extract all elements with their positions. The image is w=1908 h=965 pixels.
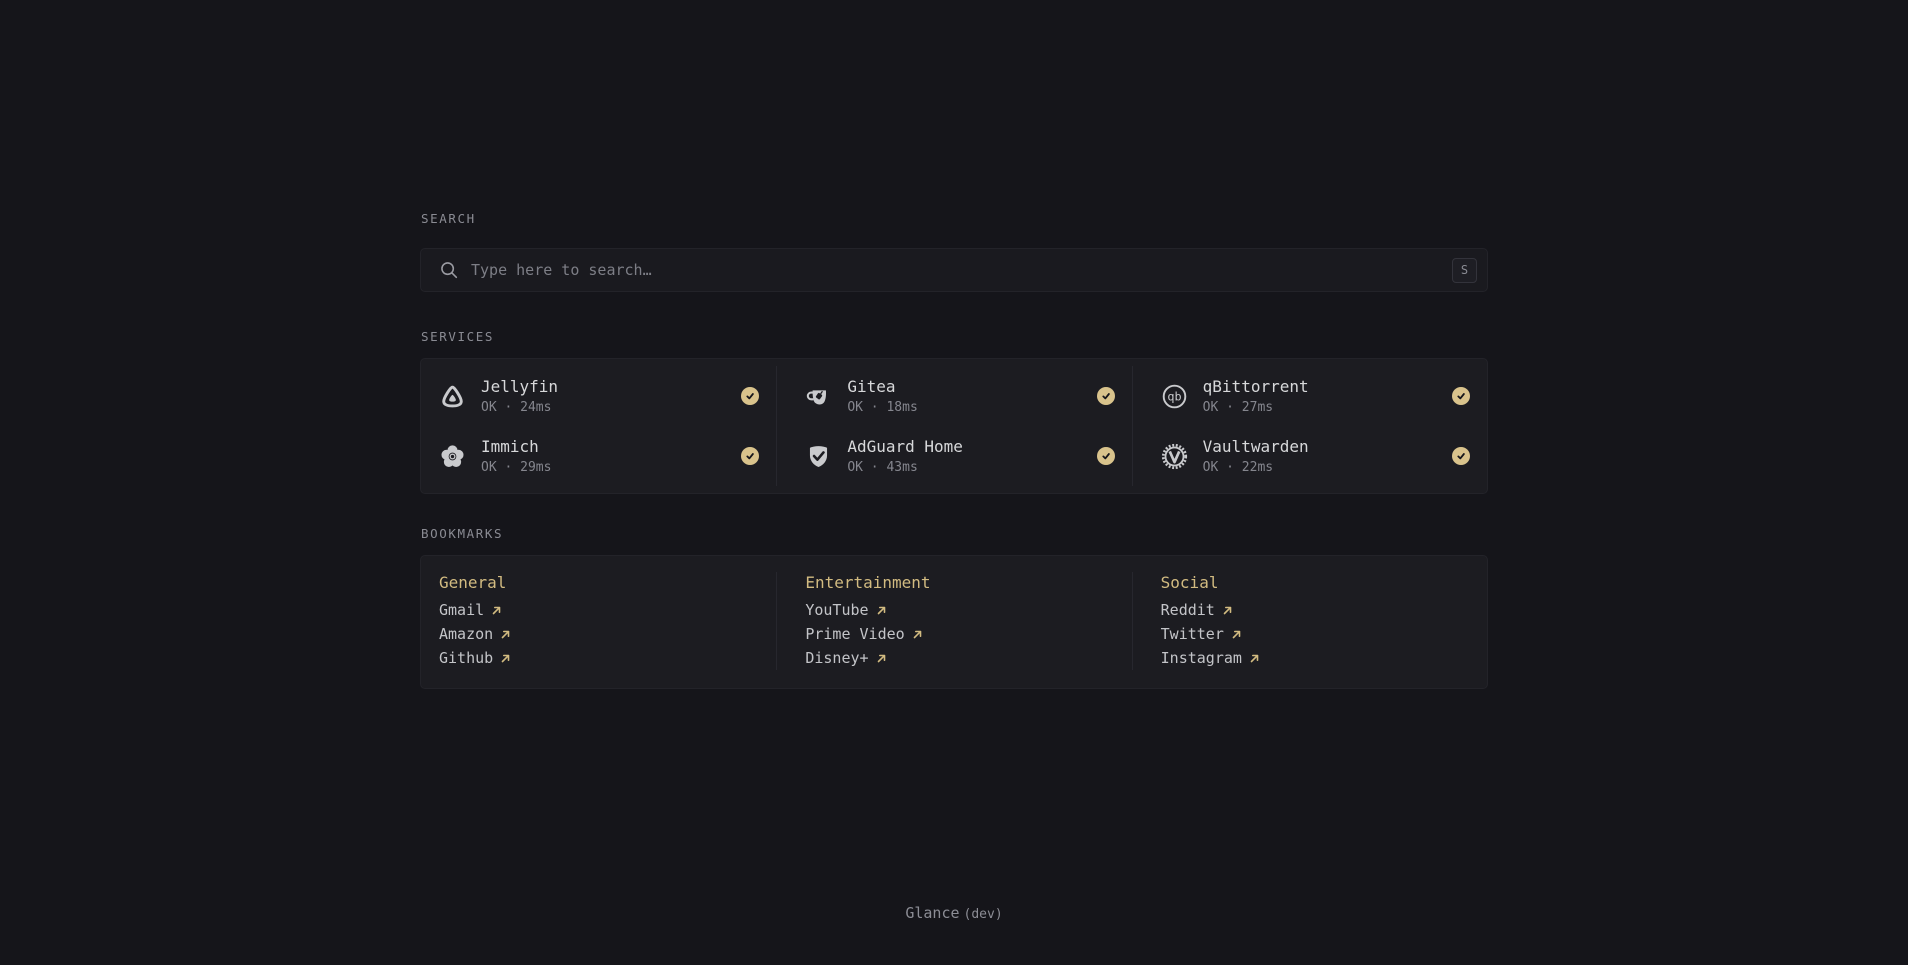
bookmark-group-social: Social Reddit Twitter Instagram bbox=[1131, 572, 1487, 670]
bookmark-label: Disney+ bbox=[805, 649, 869, 667]
external-link-icon bbox=[492, 606, 501, 614]
service-status: OK · 22ms bbox=[1202, 459, 1274, 475]
bookmark-link-disney-plus[interactable]: Disney+ bbox=[805, 646, 1114, 670]
vaultwarden-icon bbox=[1161, 443, 1188, 470]
bookmark-label: YouTube bbox=[805, 601, 869, 619]
adguard-home-icon bbox=[805, 443, 832, 470]
svg-text:qb: qb bbox=[1167, 389, 1181, 403]
bookmark-label: Amazon bbox=[439, 625, 494, 643]
status-ok-badge bbox=[741, 387, 760, 405]
service-status: OK · 29ms bbox=[481, 459, 552, 475]
search-bar: S bbox=[420, 248, 1488, 292]
page-footer: Glance (dev) bbox=[0, 904, 1908, 922]
service-info: Vaultwarden OK · 22ms bbox=[1203, 437, 1452, 476]
qbittorrent-icon: qb bbox=[1161, 383, 1188, 410]
bookmark-group-general: General Gmail Amazon Github bbox=[421, 572, 776, 670]
bookmark-label: Gmail bbox=[439, 601, 485, 619]
monitor-widget: SERVICES Jellyfin OK · 24ms bbox=[420, 329, 1488, 494]
service-info: AdGuard Home OK · 43ms bbox=[847, 437, 1096, 476]
services-column: Gitea OK · 18ms AdGuard bbox=[776, 366, 1131, 486]
service-row-gitea: Gitea OK · 18ms bbox=[777, 366, 1131, 426]
search-section-label: SEARCH bbox=[421, 211, 476, 226]
bookmark-label: Twitter bbox=[1160, 625, 1224, 643]
bookmark-link-youtube[interactable]: YouTube bbox=[805, 598, 1114, 622]
bookmark-link-twitter[interactable]: Twitter bbox=[1161, 622, 1470, 646]
external-link-icon bbox=[877, 606, 885, 614]
service-name-link[interactable]: qBittorrent bbox=[1202, 376, 1309, 396]
page-content: SEARCH S SERVICES bbox=[420, 0, 1488, 689]
service-status: OK · 27ms bbox=[1202, 399, 1274, 415]
bookmark-group-title: Entertainment bbox=[805, 573, 931, 592]
service-info: Immich OK · 29ms bbox=[481, 437, 741, 476]
bookmark-link-reddit[interactable]: Reddit bbox=[1161, 598, 1470, 622]
external-link-icon bbox=[877, 654, 885, 662]
services-column: qb qBittorrent OK · 27ms bbox=[1131, 366, 1487, 486]
service-row-qbittorrent: qb qBittorrent OK · 27ms bbox=[1133, 366, 1487, 426]
external-link-icon bbox=[501, 630, 510, 638]
bookmark-group-entertainment: Entertainment YouTube Prime Video Disney… bbox=[776, 572, 1131, 670]
app-name: Glance bbox=[905, 904, 960, 922]
service-name-link[interactable]: Gitea bbox=[847, 376, 896, 396]
external-link-icon bbox=[1223, 606, 1232, 614]
status-ok-badge bbox=[1452, 387, 1470, 405]
bookmarks-section-label: BOOKMARKS bbox=[421, 526, 504, 541]
bookmarks-panel: General Gmail Amazon Github Entertainmen… bbox=[420, 555, 1488, 689]
external-link-icon bbox=[1250, 654, 1259, 662]
bookmark-link-instagram[interactable]: Instagram bbox=[1161, 646, 1470, 670]
bookmark-label: Instagram bbox=[1160, 649, 1242, 667]
bookmark-group-title: General bbox=[439, 573, 507, 592]
bookmark-label: Prime Video bbox=[805, 625, 905, 643]
service-info: qBittorrent OK · 27ms bbox=[1203, 377, 1452, 416]
status-ok-badge bbox=[1096, 447, 1115, 465]
search-input[interactable] bbox=[471, 261, 1452, 279]
bookmark-group-title: Social bbox=[1160, 573, 1219, 592]
search-shortcut-key: S bbox=[1452, 257, 1477, 283]
external-link-icon bbox=[1232, 630, 1241, 638]
service-row-immich: Immich OK · 29ms bbox=[421, 426, 776, 486]
jellyfin-icon bbox=[439, 383, 466, 410]
service-name-link[interactable]: AdGuard Home bbox=[847, 436, 963, 456]
bookmark-link-github[interactable]: Github bbox=[439, 646, 759, 670]
status-ok-badge bbox=[1452, 447, 1470, 465]
status-ok-badge bbox=[741, 447, 760, 465]
status-ok-badge bbox=[1096, 387, 1115, 405]
immich-icon bbox=[439, 443, 466, 470]
bookmark-label: Github bbox=[439, 649, 494, 667]
service-row-adguard-home: AdGuard Home OK · 43ms bbox=[777, 426, 1131, 486]
service-row-jellyfin: Jellyfin OK · 24ms bbox=[421, 366, 776, 426]
services-column: Jellyfin OK · 24ms bbox=[421, 366, 776, 486]
search-icon bbox=[438, 259, 460, 281]
service-info: Gitea OK · 18ms bbox=[847, 377, 1096, 416]
service-row-vaultwarden: Vaultwarden OK · 22ms bbox=[1133, 426, 1487, 486]
service-status: OK · 43ms bbox=[847, 459, 918, 475]
bookmark-link-prime-video[interactable]: Prime Video bbox=[805, 622, 1114, 646]
bookmark-label: Reddit bbox=[1160, 601, 1215, 619]
service-name-link[interactable]: Jellyfin bbox=[481, 376, 559, 396]
bookmarks-widget: BOOKMARKS General Gmail Amazon Github E bbox=[420, 526, 1488, 689]
external-link-icon bbox=[501, 654, 510, 662]
service-name-link[interactable]: Immich bbox=[481, 436, 539, 456]
bookmark-link-amazon[interactable]: Amazon bbox=[439, 622, 759, 646]
bookmark-link-gmail[interactable]: Gmail bbox=[439, 598, 759, 622]
services-panel: Jellyfin OK · 24ms bbox=[420, 358, 1488, 494]
external-link-icon bbox=[913, 630, 921, 638]
build-label: (dev) bbox=[963, 907, 1003, 922]
search-widget: SEARCH S bbox=[420, 211, 1488, 292]
service-status: OK · 18ms bbox=[847, 399, 918, 415]
service-name-link[interactable]: Vaultwarden bbox=[1202, 436, 1309, 456]
services-section-label: SERVICES bbox=[421, 329, 495, 344]
gitea-icon bbox=[805, 383, 832, 410]
service-status: OK · 24ms bbox=[481, 399, 552, 415]
service-info: Jellyfin OK · 24ms bbox=[481, 377, 741, 416]
